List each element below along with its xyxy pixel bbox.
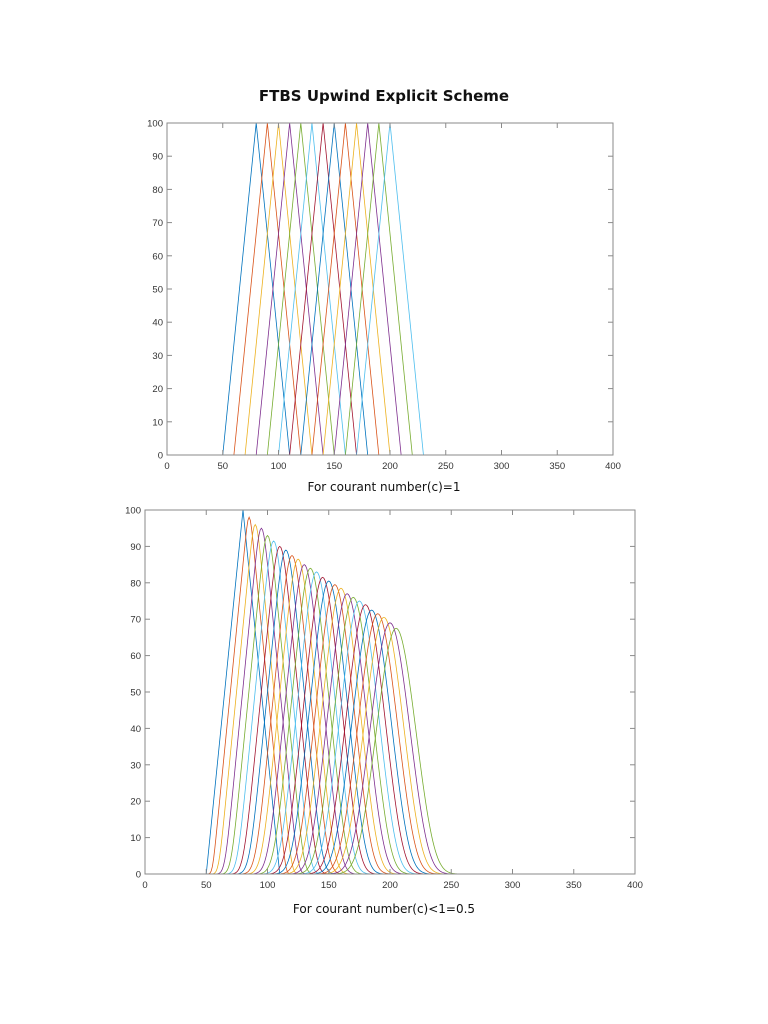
- y-tick-label: 60: [130, 651, 141, 662]
- x-tick-label: 300: [505, 880, 521, 891]
- x-tick-label: 300: [494, 461, 510, 472]
- y-tick-label: 20: [130, 797, 141, 808]
- y-tick-label: 20: [152, 384, 163, 395]
- x-tick-label: 0: [142, 880, 147, 891]
- series-line: [145, 576, 635, 875]
- page-title: FTBS Upwind Explicit Scheme: [258, 87, 510, 105]
- y-tick-label: 40: [130, 724, 141, 735]
- x-tick-label: 50: [217, 461, 228, 472]
- series-line: [145, 593, 635, 875]
- series-line: [145, 596, 635, 875]
- series-line: [145, 571, 635, 875]
- series-line: [145, 516, 635, 875]
- y-tick-label: 40: [152, 318, 163, 329]
- y-tick-label: 0: [158, 451, 163, 462]
- series-line: [145, 540, 635, 875]
- caption-c05: For courant number(c)<1=0.5: [292, 902, 476, 916]
- series-line: [145, 580, 635, 875]
- x-axis: 0 50 100 150 200 250 300 350 400: [164, 123, 621, 472]
- series-line: [145, 609, 635, 875]
- series-line: [145, 613, 635, 875]
- series-line: [145, 527, 635, 875]
- x-tick-label: 200: [382, 880, 398, 891]
- y-tick-label: 70: [130, 615, 141, 626]
- y-tick-label: 10: [152, 417, 163, 428]
- series-line: [145, 509, 635, 875]
- x-tick-label: 100: [271, 461, 287, 472]
- x-tick-label: 50: [201, 880, 212, 891]
- series-line: [145, 604, 635, 875]
- y-tick-label: 50: [130, 688, 141, 699]
- y-axis: 0 10 20 30 40 50 60 70 80 90 100: [125, 506, 635, 881]
- series-line: [145, 558, 635, 875]
- y-tick-label: 100: [125, 506, 141, 517]
- y-tick-label: 100: [147, 119, 163, 130]
- y-tick-label: 30: [152, 351, 163, 362]
- x-tick-label: 250: [443, 880, 459, 891]
- series-line: [145, 523, 635, 875]
- series-line: [145, 622, 635, 875]
- x-tick-label: 150: [326, 461, 342, 472]
- x-tick-label: 400: [627, 880, 643, 891]
- y-tick-label: 90: [130, 542, 141, 553]
- y-tick-label: 50: [152, 285, 163, 296]
- series-line: [145, 554, 635, 875]
- y-tick-label: 90: [152, 152, 163, 163]
- series-line: [145, 584, 635, 875]
- x-tick-label: 0: [164, 461, 169, 472]
- y-axis: 0 10 20 30 40 50 60 70 80 90 100: [147, 119, 613, 462]
- x-tick-label: 250: [438, 461, 454, 472]
- y-tick-label: 80: [152, 185, 163, 196]
- y-tick-label: 10: [130, 833, 141, 844]
- x-tick-label: 350: [566, 880, 582, 891]
- axes-box: [144, 509, 636, 875]
- x-tick-label: 200: [382, 461, 398, 472]
- y-tick-label: 80: [130, 578, 141, 589]
- series-line: [145, 564, 635, 875]
- y-tick-label: 0: [136, 870, 141, 881]
- x-tick-label: 100: [260, 880, 276, 891]
- y-tick-label: 30: [130, 760, 141, 771]
- x-tick-label: 150: [321, 880, 337, 891]
- x-tick-label: 400: [605, 461, 621, 472]
- plot-area: [145, 509, 635, 875]
- y-tick-label: 60: [152, 251, 163, 262]
- series-line: [145, 567, 635, 875]
- series-line: [145, 616, 635, 875]
- x-tick-label: 350: [549, 461, 565, 472]
- x-axis: 0 50 100 150 200 250 300 350 400: [142, 510, 643, 891]
- caption-c1: For courant number(c)=1: [307, 480, 461, 494]
- y-tick-label: 70: [152, 218, 163, 229]
- series-line: [145, 534, 635, 875]
